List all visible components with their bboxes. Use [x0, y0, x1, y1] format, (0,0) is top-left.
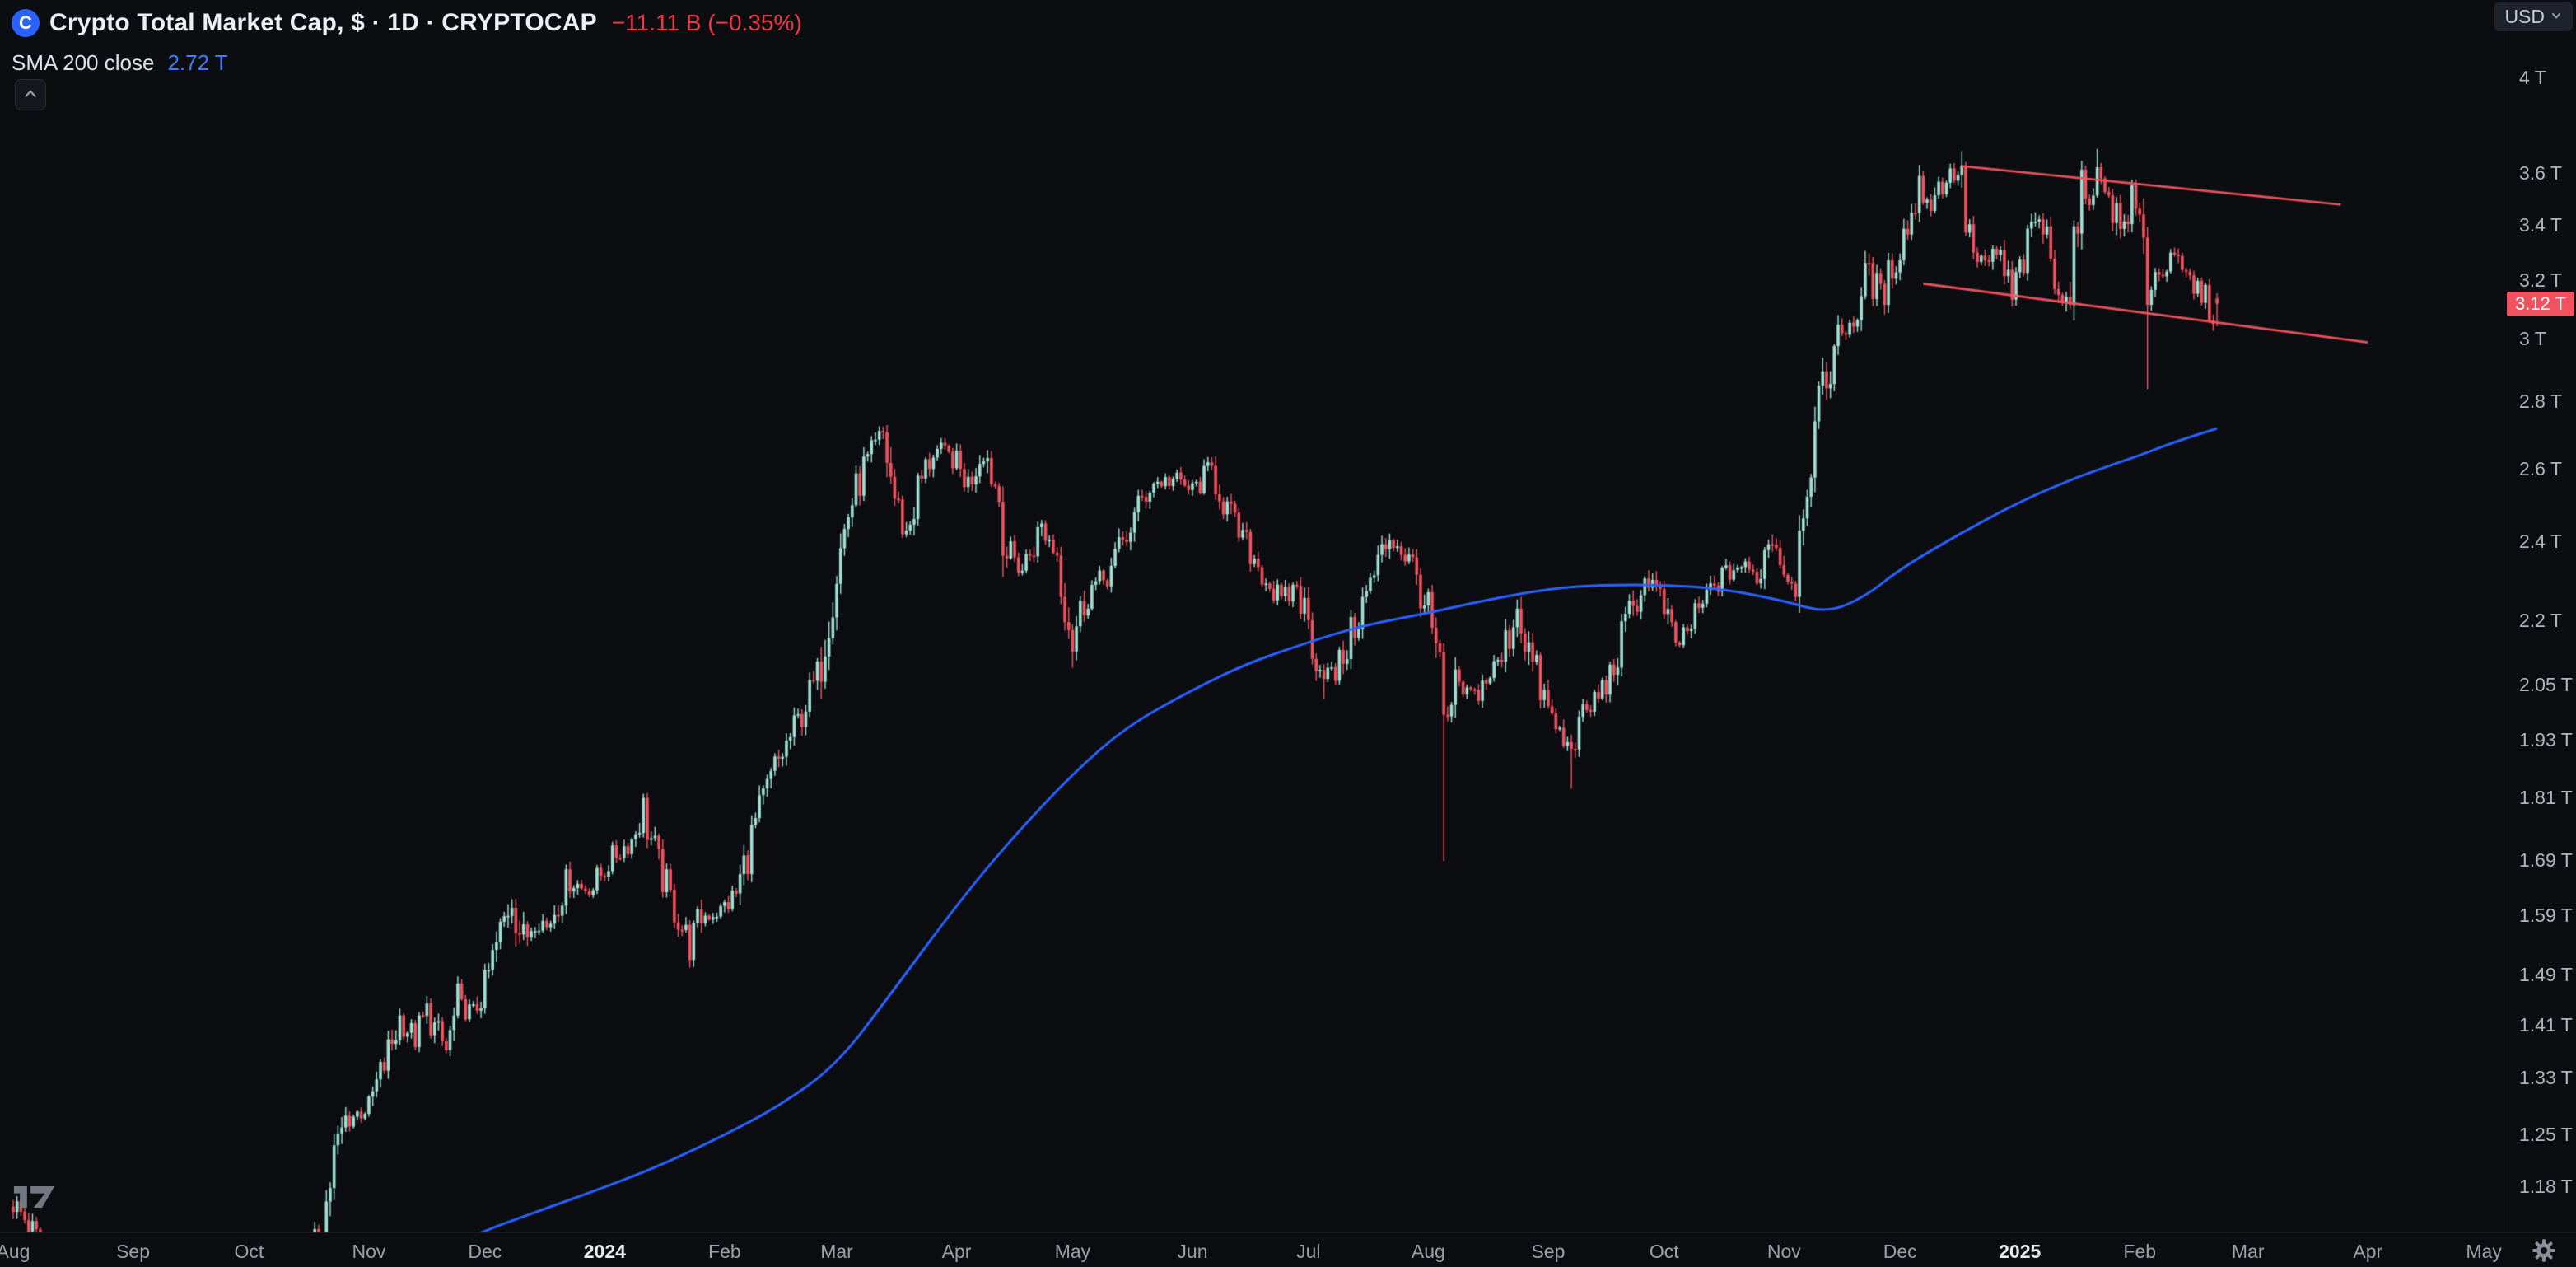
price-tick-label: 3.6 T [2519, 161, 2562, 184]
symbol-logo-icon: C [12, 9, 40, 37]
time-axis-month-label: Oct [1649, 1241, 1679, 1262]
time-axis-month-label: Apr [2353, 1241, 2383, 1262]
price-tick-label: 3.4 T [2519, 213, 2562, 236]
price-tick-label: 3.2 T [2519, 269, 2562, 291]
price-tick-label: 1.41 T [2519, 1013, 2573, 1036]
time-axis-month-label: Aug [0, 1241, 30, 1262]
indicator-row: SMA 200 close 2.72 T [12, 49, 802, 76]
price-tick-label: 2.6 T [2519, 457, 2562, 479]
price-tick-label: 1.93 T [2519, 728, 2573, 750]
symbol-change: −11.11 B (−0.35%) [611, 10, 802, 35]
time-axis-month-label: Nov [352, 1241, 386, 1262]
time-axis[interactable]: Aug Sep Oct Nov Dec 2024 Feb Mar Apr May Jun Jul Aug… [0, 1232, 2576, 1267]
tradingview-logo[interactable] [12, 1181, 59, 1217]
time-axis-month-label: Sep [116, 1241, 150, 1262]
time-axis-month-label: Sep [1531, 1241, 1566, 1262]
price-tick-label: 4 T [2519, 66, 2546, 88]
price-tick-label: 2.05 T [2519, 674, 2573, 696]
price-tick-label: 1.69 T [2519, 849, 2573, 872]
price-tick-label: 2.8 T [2519, 390, 2562, 413]
chevron-up-icon [21, 85, 40, 105]
time-axis-month-label: May [2466, 1241, 2502, 1262]
time-axis-month-label: Mar [2231, 1241, 2265, 1262]
time-axis-month-label: May [1054, 1241, 1091, 1262]
price-tick-label: 2.2 T [2519, 610, 2562, 632]
time-axis-month-label: Nov [1766, 1241, 1801, 1262]
time-axis-month-label: Feb [708, 1241, 741, 1262]
time-axis-month-label: Dec [1883, 1241, 1917, 1262]
time-axis-month-label: Jul [1296, 1241, 1321, 1262]
price-tick-label: 1.25 T [2519, 1123, 2573, 1145]
time-axis-month-label: Dec [468, 1241, 502, 1262]
chart-legend: C Crypto Total Market Cap, $ · 1D · CRYP… [12, 7, 802, 110]
price-tick-label: 1.49 T [2519, 963, 2573, 985]
time-axis-month-label: Mar [820, 1241, 853, 1262]
currency-button[interactable]: USD [2494, 2, 2573, 31]
indicator-value: 2.72 T [167, 49, 228, 75]
time-axis-month-label: Jun [1177, 1241, 1208, 1262]
collapse-legend-button[interactable] [15, 79, 46, 110]
gear-icon [2532, 1238, 2556, 1265]
time-axis-month-label: Feb [2123, 1241, 2157, 1262]
last-price-badge: 3.12 T [2507, 291, 2574, 316]
time-axis-month-label: Apr [941, 1241, 972, 1262]
price-axis[interactable]: 3.12 T 4 T 3.6 T 3.4 T 3.2 T 3 T 2.8 T 2.6 T 2.… [2504, 0, 2576, 1232]
price-tick-label: 1.81 T [2519, 787, 2573, 809]
price-tick-label: 1.18 T [2519, 1176, 2573, 1198]
price-tick-label: 1.59 T [2519, 905, 2573, 927]
price-tick-label: 1.33 T [2519, 1067, 2573, 1089]
time-axis-month-label: Aug [1411, 1241, 1445, 1262]
indicator-name[interactable]: SMA 200 close [12, 49, 155, 75]
currency-label: USD [2504, 5, 2545, 27]
chevron-down-icon [2550, 9, 2563, 25]
symbol-row: C Crypto Total Market Cap, $ · 1D · CRYP… [12, 7, 802, 40]
symbol-title[interactable]: Crypto Total Market Cap, $ · 1D · CRYPTO… [49, 9, 597, 36]
time-axis-year-label: 2025 [1999, 1241, 2042, 1262]
time-axis-month-label: Oct [234, 1241, 264, 1262]
time-axis-year-label: 2024 [583, 1241, 626, 1262]
price-tick-label: 3 T [2519, 328, 2546, 349]
price-tick-label: 2.4 T [2519, 531, 2562, 553]
settings-button[interactable] [2530, 1237, 2558, 1265]
